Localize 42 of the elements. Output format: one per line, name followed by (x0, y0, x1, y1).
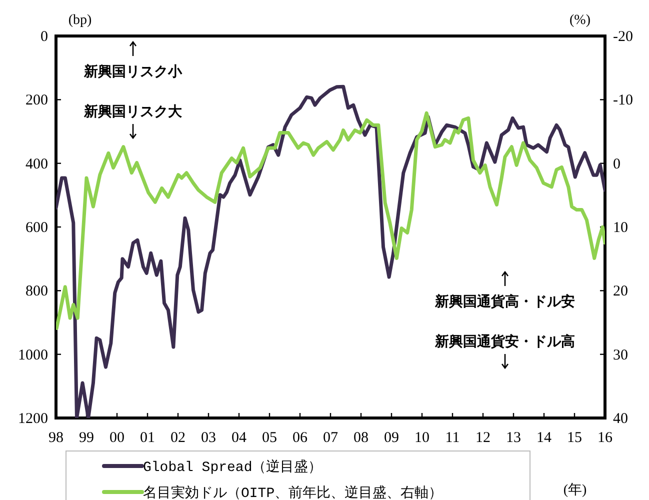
y-tick-label: 600 (26, 220, 48, 236)
annotation: 新興国通貨安・ドル高 (434, 333, 575, 350)
annotation: 新興国リスク小 (83, 63, 183, 80)
y-axis-title: (bp) (68, 13, 92, 28)
y-tick-label: 1000 (18, 347, 48, 364)
x-tick-label: 12 (476, 430, 490, 446)
y2-tick-label: 0 (613, 156, 620, 172)
y2-tick-label: 30 (613, 347, 628, 364)
annotation: 新興国リスク大 (83, 103, 183, 120)
x-tick-label: 14 (536, 430, 552, 446)
x-tick-label: 01 (140, 430, 155, 446)
x-tick-label: 02 (170, 430, 186, 446)
y-tick-label: 800 (26, 284, 48, 300)
x-tick-label: 99 (79, 430, 94, 446)
x-axis-title: (年) (563, 482, 587, 498)
y2-tick-label: -20 (613, 29, 633, 45)
x-tick-label: 09 (384, 430, 399, 446)
annotation: 新興国通貨高・ドル安 (434, 293, 575, 310)
x-tick-label: 00 (110, 430, 124, 446)
x-tick-label: 08 (354, 430, 368, 446)
y-tick-label: 200 (26, 92, 48, 109)
x-tick-label: 10 (414, 430, 430, 446)
x-tick-label: 98 (48, 430, 64, 446)
y-tick-label: 400 (26, 156, 48, 172)
x-tick-label: 05 (262, 430, 277, 446)
x-tick-label: 07 (323, 430, 338, 446)
y-tick-label: 0 (40, 29, 48, 45)
y-tick-label: 1200 (18, 411, 48, 427)
x-tick-label: 06 (292, 430, 308, 446)
x-tick-label: 03 (201, 430, 216, 446)
y2-tick-label: 40 (613, 411, 628, 427)
legend-label: Global Spread（逆目盛） (143, 459, 322, 476)
y2-tick-label: 10 (613, 220, 628, 236)
x-tick-label: 15 (567, 430, 582, 446)
x-tick-label: 16 (598, 430, 613, 446)
x-tick-label: 04 (232, 430, 247, 446)
x-tick-label: 13 (506, 430, 521, 446)
y2-tick-label: 20 (613, 284, 628, 300)
y2-axis-title: (%) (570, 13, 591, 28)
y2-tick-label: -10 (613, 92, 633, 109)
x-tick-label: 11 (445, 430, 460, 446)
legend-label: 名目実効ドル（OITP、前年比、逆目盛、右軸） (143, 485, 443, 500)
